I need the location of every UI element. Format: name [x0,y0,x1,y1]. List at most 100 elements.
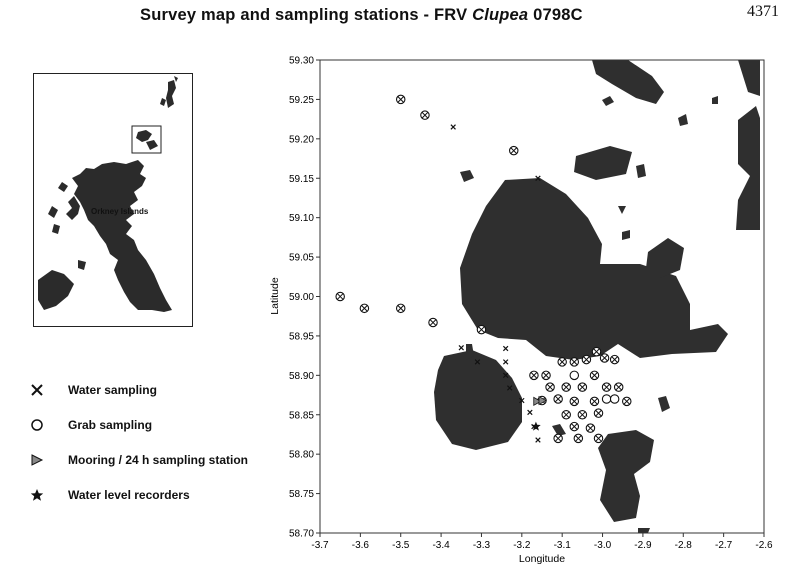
x-axis: -3.7 -3.6 -3.5 -3.4 -3.3 -3.2 -3.1 -3.0 -2.9 -2.8… [311,533,773,551]
station-water-grab [569,396,580,407]
y-tick-label: 58.85 [289,410,314,421]
station-water-grab [577,409,588,420]
y-tick-label: 59.20 [289,134,314,145]
legend-label-water: Water sampling [68,383,157,397]
island-shapinsay [574,146,632,180]
station-grab [569,370,580,381]
station-water-grab [335,291,345,302]
y-tick-label: 59.25 [289,95,314,106]
island-stronsay [646,238,684,278]
station-water-grab [359,303,370,314]
x-tick-label: -3.5 [392,540,410,551]
station-grab [609,394,620,404]
x-tick-label: -2.6 [755,540,773,551]
islet-2 [678,114,688,126]
y-tick-label: 58.70 [289,529,314,540]
islet-11 [638,528,650,533]
y-tick-label: 59.00 [289,292,314,303]
title-cruise: 0798C [528,6,583,24]
station-water [527,409,533,416]
station-water-grab [609,354,620,365]
x-tick-label: -2.7 [715,540,733,551]
x-tick-label: -3.6 [352,540,370,551]
station-water-grab [622,396,632,407]
station-water-grab [585,423,596,433]
station-water [535,437,541,443]
station-water-grab [561,409,571,420]
x-tick-label: -3.3 [473,540,491,551]
station-grab [601,394,612,404]
stations [335,94,632,444]
y-axis: 58.70 58.75 58.80 58.85 58.90 58.95 59.00 59.05… [289,56,320,540]
x-tick-label: -3.0 [594,540,612,551]
station-water-grab [553,394,563,404]
station-mooring [538,395,547,406]
station-water-grab [569,357,580,367]
islet-6 [618,206,626,214]
islet-8 [658,396,670,412]
land-masses [434,60,760,533]
station-water [450,124,456,130]
islet-1 [602,96,614,106]
station-water-grab [613,382,624,392]
station-water-grab [573,433,584,444]
islet-7 [622,230,630,240]
station-water-grab [589,370,600,381]
y-tick-label: 58.95 [289,331,314,342]
island-hoy [434,350,522,450]
station-water-grab [508,145,519,156]
y-tick-label: 58.80 [289,450,314,461]
island-sanday [592,60,664,104]
islet-9 [552,424,566,436]
station-water-grab [395,94,406,105]
triangle-icon [31,454,44,466]
station-water [502,359,509,365]
title-vessel: Clupea [472,6,529,24]
title-prefix: Survey map and sampling stations - [140,6,434,24]
inset-map: Orkney Islands [33,73,193,327]
legend-label-mooring: Mooring / 24 h sampling station [68,453,249,467]
station-mooring [533,396,542,407]
x-tick-label: -3.1 [554,540,572,551]
x-tick-label: -3.2 [513,540,531,551]
islet-10 [466,344,474,360]
islet-3 [712,96,718,104]
y-axis-label: Latitude [269,277,281,315]
y-tick-label: 59.10 [289,213,314,224]
station-water [502,345,509,352]
x-axis-label: Longitude [519,553,565,565]
station-water-grab [420,110,430,120]
station-water [474,359,481,365]
x-tick-label: -2.8 [675,540,693,551]
island-south-ronaldsay [598,430,654,522]
y-tick-label: 59.15 [289,174,314,185]
islet-5 [636,164,646,178]
station-water-grab [561,382,571,392]
circle-icon [31,419,43,431]
station-water [519,397,525,404]
station-water-grab [557,357,567,367]
page-number: 4371 [747,3,779,20]
station-water-grab [589,396,600,407]
station-water [458,345,464,351]
inset-label: Orkney Islands [91,207,149,216]
star-icon [30,489,44,501]
station-water-grab [599,353,610,363]
inset-land [38,76,178,312]
station-water-grab [529,370,539,381]
station-water-grab [545,382,555,392]
station-water-grab [553,433,563,444]
legend-label-grab: Grab sampling [68,418,153,432]
station-water-grab [577,382,588,392]
station-water-level [531,421,541,431]
legend-label-water-level: Water level recorders [68,488,190,502]
station-water-grab [428,317,438,328]
x-tick-label: -3.7 [311,540,329,551]
island-ne [738,60,760,96]
station-water [502,372,509,379]
islet-4 [460,170,474,182]
station-water-grab [593,408,604,418]
station-water-grab [569,421,580,432]
island-east [736,106,760,230]
